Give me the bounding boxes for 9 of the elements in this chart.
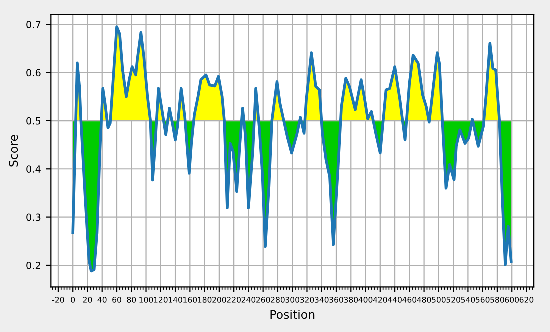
y-tick-label: 0.3 <box>26 214 41 222</box>
y-tick-label: 0.7 <box>26 21 41 28</box>
line-series <box>72 26 513 273</box>
y-tick-label: 0.4 <box>26 166 41 173</box>
y-tick-label: 0.2 <box>26 262 40 270</box>
y-axis-title: Score <box>9 135 18 167</box>
x-axis-title: Position <box>270 310 315 320</box>
y-tick-label: 0.5 <box>26 117 41 125</box>
y-tick-label: 0.6 <box>26 69 41 77</box>
